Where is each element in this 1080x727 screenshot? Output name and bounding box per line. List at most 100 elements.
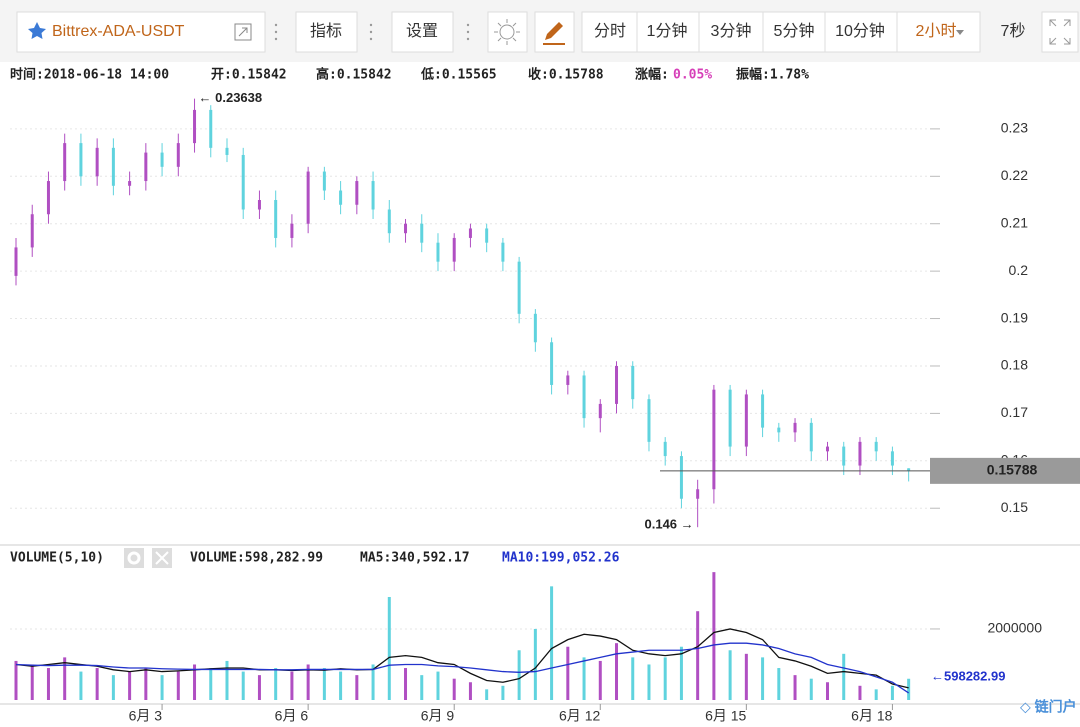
candle-body [744,394,748,447]
x-tick-label: 6月 18 [851,708,892,724]
info-open: 开:0.15842 [211,68,287,83]
fullscreen-button[interactable] [1041,11,1079,53]
volume-bar [30,664,34,700]
candle-body [874,441,878,452]
info-time: 时间:2018-06-18 14:00 [10,67,169,83]
candle-body [582,375,586,419]
candle-body [257,200,261,210]
volume-bar [225,660,229,700]
x-tick-label: 6月 9 [421,708,455,724]
candle-body [144,152,148,182]
candle-body [842,446,846,466]
volume-close[interactable] [152,548,172,568]
info-amplitude: 振幅:1.78% [736,67,809,83]
volume-bar [144,668,148,700]
info-change-label: 涨幅: [634,67,669,83]
info-high: 高:0.15842 [316,67,392,83]
volume-bar [744,653,748,700]
watermark: ◇ 链门户 [1020,699,1077,715]
separators [274,23,470,41]
candle-body [306,171,310,224]
candle-body [46,181,50,215]
volume-bar [209,668,213,700]
volume-bar [679,646,683,700]
y-tick-label: 0.17 [1001,404,1028,420]
info-change: 0.05% [673,68,712,83]
candle-body [907,468,911,471]
volume-bar [306,664,310,700]
timeframe[interactable]: 3分钟 [711,22,752,40]
volume-bar [696,611,700,700]
candle-body [322,171,326,191]
volume-bar [663,657,667,700]
candle-body [420,223,424,243]
timeframe-group [581,11,981,53]
min-label: 0.146 → [645,517,694,532]
y-tick-label: 0.2 [1009,262,1029,278]
volume-bar [14,660,18,700]
x-tick-label: 6月 15 [705,708,746,724]
y-tick-label: 0.18 [1001,357,1028,373]
candle-body [663,441,667,457]
candle-body [598,403,602,419]
volume-title: VOLUME(5,10) [10,551,104,566]
timeframe[interactable]: 10分钟 [835,22,885,40]
symbol-button[interactable]: Bittrex-ADA-USDT [16,11,266,53]
symbol: Bittrex-ADA-USDT [52,23,185,40]
candle-body [95,147,99,177]
x-tick-label: 6月 12 [559,708,600,724]
theme-button[interactable] [487,11,528,53]
volume-bar [160,675,164,700]
volume-bar [728,650,732,700]
info-low: 低:0.15565 [420,67,497,83]
timeframe[interactable]: 分时 [594,22,626,40]
candle-body [858,441,862,466]
candle-body [193,109,197,144]
timeframes: 分时 1分钟 3分钟 5分钟 10分钟 [594,12,898,52]
volume-bar [582,657,586,700]
ma-line [15,642,910,694]
candle-body [826,446,829,452]
candle-body [517,261,521,314]
last-price-label: 0.15788 [987,462,1038,478]
volume-settings[interactable] [124,548,144,568]
volume-bar [79,671,83,700]
volume-bar [615,643,619,700]
candle-body [128,181,132,186]
volume-bar [598,660,602,700]
ma5-label: MA5:340,592.17 [360,551,470,566]
indicators: 指标 [310,22,342,40]
timeframe[interactable]: 1分钟 [647,22,688,40]
indicators-button[interactable] [295,11,358,53]
candle-body [777,427,781,433]
ma-line [15,628,909,689]
volume-bar [436,671,440,700]
candle-body [452,237,456,262]
info-close: 收:0.15788 [528,67,604,83]
volume-bar [468,682,472,700]
x-tick-label: 6月 3 [129,708,163,724]
candle-body [890,451,894,466]
volume-bar [95,668,99,700]
candle-body [647,399,651,442]
timeframe[interactable]: 5分钟 [774,22,815,40]
x-tick-label: 6月 6 [275,708,309,724]
volume-bar [452,678,456,700]
volume-bar [712,572,716,700]
volume-bar [842,653,846,700]
volume-bar [533,628,537,700]
volume-bar [322,668,326,700]
settings-button[interactable] [391,11,454,53]
y-tick-label: 0.23 [1001,120,1028,136]
last-volume-label: ←598282.99 [931,668,1005,683]
draw-button[interactable] [534,11,575,53]
candle-body [631,365,635,400]
volume-bar [907,678,911,700]
plot: 0.150.160.170.180.190.20.210.220.23← 0.2… [10,90,1080,724]
y-tick-label: 0.19 [1001,309,1028,325]
candle-body [30,214,34,248]
candle-body [468,228,472,238]
candle-body [355,181,359,205]
active-timeframe[interactable]: 2小时 [916,22,957,40]
